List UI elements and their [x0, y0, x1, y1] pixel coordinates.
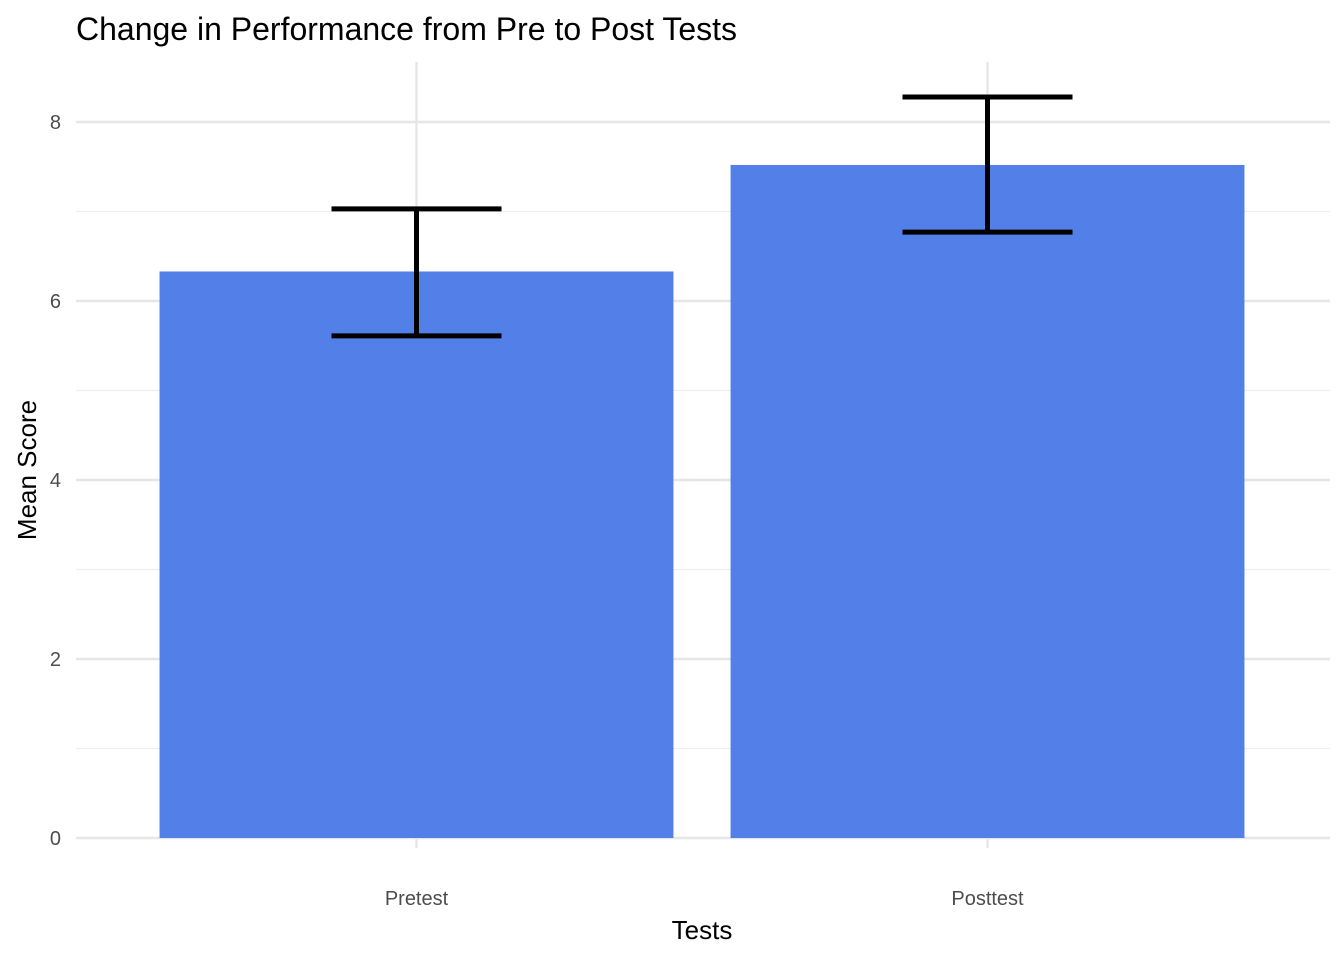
- x-tick-label: Posttest: [951, 888, 1024, 910]
- bar-pretest: [159, 271, 674, 839]
- y-axis-title: Mean Score: [12, 400, 42, 540]
- y-axis-ticks: 0 2 4 6 8: [50, 112, 61, 850]
- y-tick-label: 8: [50, 112, 61, 134]
- y-tick-label: 6: [50, 291, 61, 313]
- x-tick-label: Pretest: [385, 888, 449, 910]
- y-tick-label: 0: [50, 828, 61, 850]
- x-axis-title: Tests: [672, 915, 733, 945]
- error-bar-pretest: [331, 206, 502, 339]
- chart-title: Change in Performance from Pre to Post T…: [76, 11, 737, 47]
- bars-group: [159, 164, 1245, 839]
- x-axis-ticks: Pretest Posttest: [385, 888, 1024, 910]
- error-bar-posttest: [902, 94, 1073, 235]
- bar-posttest: [730, 164, 1245, 838]
- error-bars-group: [331, 94, 1073, 339]
- y-tick-label: 2: [50, 649, 61, 671]
- y-tick-label: 4: [50, 470, 61, 492]
